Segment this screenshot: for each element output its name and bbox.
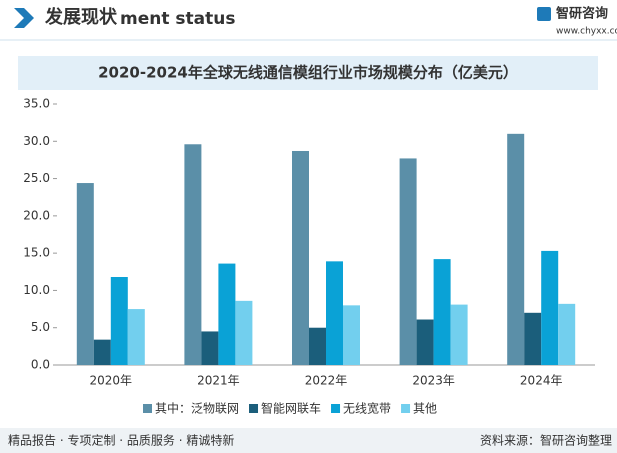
bar — [399, 158, 417, 365]
footer-left: 精品报告 · 专项定制 · 品质服务 · 精诚特新 — [8, 433, 234, 448]
x-tick-label: 2020年 — [90, 374, 133, 388]
bar — [201, 331, 219, 365]
bar — [433, 259, 451, 365]
bar — [343, 305, 360, 365]
legend-swatch — [143, 404, 152, 413]
chart-title: 2020-2024年全球无线通信模组行业市场规模分布（亿美元） — [98, 64, 518, 82]
bar — [507, 133, 525, 365]
header-icon — [14, 8, 34, 28]
bar — [292, 150, 309, 365]
y-tick-label: 25.0 — [23, 171, 50, 185]
bar — [93, 339, 111, 365]
x-tick-label: 2024年 — [520, 374, 563, 388]
y-tick-label: 30.0 — [23, 134, 50, 148]
footer-band — [0, 428, 617, 453]
bar — [184, 144, 202, 365]
legend-swatch — [331, 404, 341, 413]
bar — [76, 183, 94, 365]
bar — [309, 327, 326, 365]
brand: 智研咨询 — [556, 6, 608, 22]
y-tick-label: 10.0 — [23, 283, 50, 297]
x-tick-label: 2022年 — [305, 374, 348, 388]
bar — [110, 277, 128, 365]
legend-label: 智能网联车 — [261, 401, 321, 416]
bar — [127, 309, 145, 365]
bar — [524, 312, 542, 365]
logo-icon — [537, 7, 551, 21]
bar — [541, 250, 559, 365]
y-tick-label: 0.0 — [31, 358, 50, 372]
y-tick-label: 35.0 — [23, 97, 50, 111]
bar — [450, 304, 468, 365]
legend-label: 无线宽带 — [343, 401, 391, 416]
title-box — [18, 56, 598, 90]
bar — [558, 303, 576, 365]
bar — [326, 261, 343, 365]
url: www.chyxx.com — [556, 27, 617, 37]
legend-swatch — [249, 404, 259, 413]
x-tick-label: 2023年 — [412, 374, 455, 388]
bar — [235, 300, 253, 365]
bar — [416, 319, 434, 365]
legend-label: 其他 — [413, 402, 437, 416]
source: 资料来源：智研咨询整理 — [480, 433, 612, 448]
legend-swatch — [401, 404, 411, 413]
bar — [218, 263, 236, 365]
y-tick-label: 5.0 — [31, 320, 50, 334]
y-tick-label: 15.0 — [23, 246, 50, 260]
y-tick-label: 20.0 — [23, 208, 50, 222]
legend-label: 其中：泛物联网 — [155, 401, 239, 416]
header-title: 发展现状 — [44, 6, 118, 28]
header-subtitle: ment status — [120, 9, 235, 29]
x-tick-label: 2021年 — [197, 374, 240, 388]
